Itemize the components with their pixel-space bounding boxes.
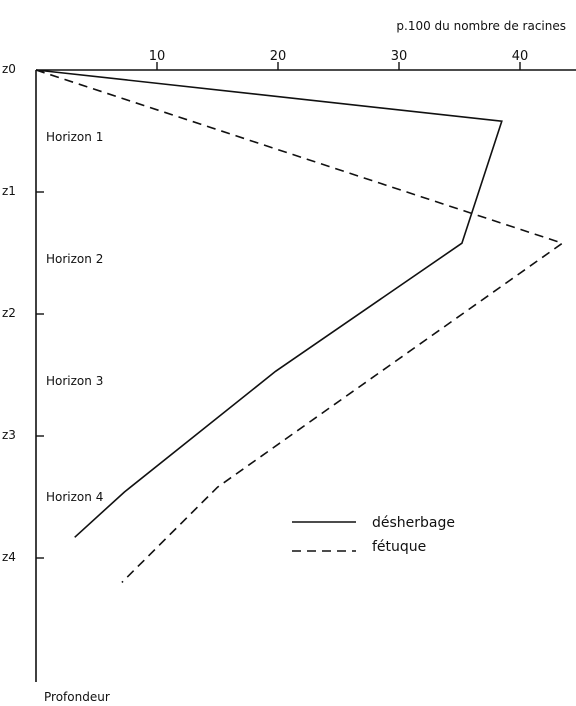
- x-tick-label: 20: [270, 49, 287, 64]
- horizon-label: Horizon 2: [46, 252, 103, 266]
- x-tick-label: 10: [149, 49, 166, 64]
- series-line-1: [35, 69, 565, 583]
- legend-label-fetuque: fétuque: [372, 539, 426, 555]
- x-tick-label: 30: [391, 49, 408, 64]
- legend-label-desherbage: désherbage: [372, 515, 455, 531]
- series-line-0: [35, 69, 503, 538]
- horizon-label: Horizon 1: [46, 130, 103, 144]
- x-tick-label: 40: [512, 49, 529, 64]
- legend: désherbage fétuque: [292, 515, 455, 555]
- x-ticks: 10 20 30 40: [149, 49, 529, 70]
- axes: [35, 69, 576, 682]
- legend-item-fetuque: fétuque: [292, 539, 426, 555]
- horizon-label: Horizon 4: [46, 490, 103, 504]
- horizon-label: Horizon 3: [46, 374, 103, 388]
- y-tick-label: z4: [2, 550, 16, 564]
- y-tick-label: z3: [2, 428, 16, 442]
- horizon-labels: Horizon 1 Horizon 2 Horizon 3 Horizon 4: [46, 130, 103, 504]
- series-lines: [35, 69, 565, 583]
- y-ticks: z0 z1 z2 z3 z4: [2, 62, 44, 564]
- y-tick-label: z1: [2, 184, 16, 198]
- y-tick-label: z2: [2, 306, 16, 320]
- legend-item-desherbage: désherbage: [292, 515, 455, 531]
- y-axis-title: Profondeur: [44, 690, 110, 704]
- x-axis-title: p.100 du nombre de racines: [396, 19, 566, 33]
- y-tick-label: z0: [2, 62, 16, 76]
